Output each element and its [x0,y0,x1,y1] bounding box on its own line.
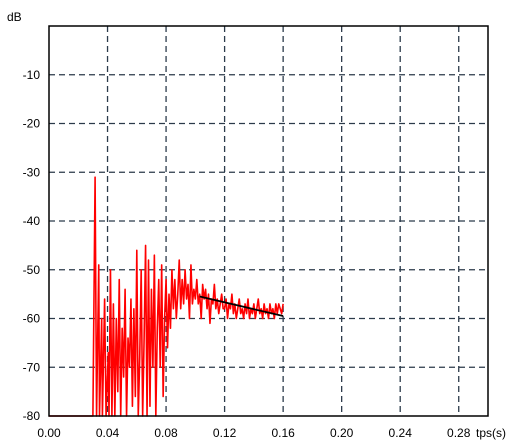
y-tick-label: -70 [23,360,41,374]
series-layer [49,176,284,417]
x-tick-label: 0.16 [271,426,295,440]
grid [49,26,488,416]
y-tick-label: -10 [23,68,41,82]
y-tick-labels: -80 -70 -60 -50 -40 -30 -20 -10 [23,68,41,423]
x-axis-label: tps(s) [476,426,506,440]
y-tick-label: -20 [23,117,41,131]
x-tick-label: 0.00 [37,426,61,440]
series-line-1 [199,295,284,317]
x-tick-label: 0.04 [96,426,120,440]
x-tick-labels: 0.00 0.04 0.08 0.12 0.16 0.20 0.24 0.28 [37,426,470,440]
plot-frame [48,25,489,417]
y-axis-label: dB [7,10,22,24]
y-tick-label: -80 [23,409,41,423]
x-tick-label: 0.20 [330,426,354,440]
y-tick-label: -50 [23,263,41,277]
y-tick-label: -60 [23,312,41,326]
x-tick-label: 0.28 [447,426,471,440]
x-tick-label: 0.12 [213,426,237,440]
y-tick-label: -30 [23,165,41,179]
y-tick-label: -40 [23,214,41,228]
series-line-0 [49,176,284,417]
x-tick-label: 0.08 [154,426,178,440]
x-tick-label: 0.24 [389,426,413,440]
